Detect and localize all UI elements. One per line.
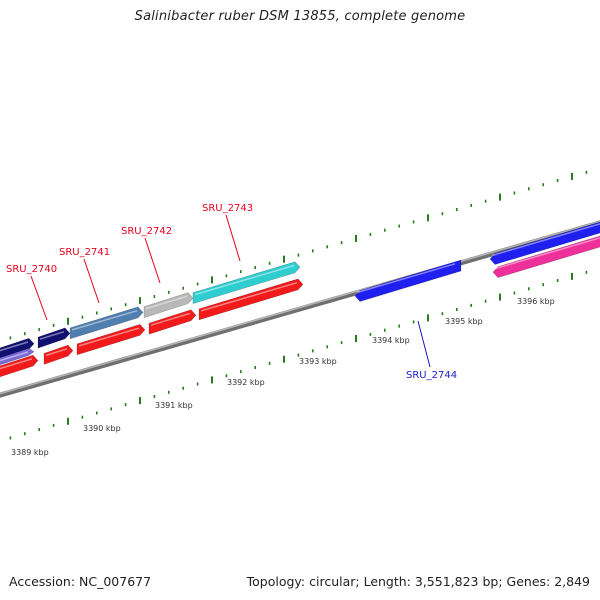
leader-sru-2741: [83, 258, 100, 304]
gene-label-sru-2744[interactable]: SRU_2744: [406, 370, 457, 381]
leader-sru-2740: [30, 275, 48, 321]
cds-bar-right-magenta[interactable]: [492, 234, 600, 278]
page-title: Salinibacter ruber DSM 13855, complete g…: [134, 9, 466, 24]
cds-bar-sru-2741-highlight: [78, 327, 140, 347]
cds-bar-right-magenta-highlight: [494, 237, 600, 270]
genome-backbone: [0, 220, 600, 398]
leader-sru-2743: [225, 214, 241, 262]
gene-bar-sru-2741-highlight: [71, 309, 138, 331]
gene-bar-violet[interactable]: [0, 347, 35, 367]
leader-sru-2742: [144, 237, 161, 284]
scale-label-3392: 3392 kbp: [227, 378, 265, 387]
gene-bar-sru-2740-highlight: [39, 330, 65, 340]
scale-label-3393: 3393 kbp: [299, 357, 337, 366]
gene-bar-left-edge-highlight: [0, 341, 29, 352]
scale-label-3396: 3396 kbp: [517, 297, 555, 306]
scale-label-3389: 3389 kbp: [11, 448, 49, 457]
cds-bar-left-highlight: [0, 358, 33, 370]
scale-label-3390: 3390 kbp: [83, 424, 121, 433]
gene-bar-sru-2740[interactable]: [37, 327, 71, 349]
gene-label-sru-2740[interactable]: SRU_2740: [6, 264, 57, 275]
gene-label-sru-2742[interactable]: SRU_2742: [121, 226, 172, 237]
gene-bar-sru-2741[interactable]: [69, 306, 144, 340]
genome-summary-text: Topology: circular; Length: 3,551,823 bp…: [246, 574, 590, 589]
gene-bar-violet-highlight: [0, 351, 29, 362]
gene-bar-sru-2744-highlight: [356, 263, 456, 294]
accession-text: Accession: NC_007677: [9, 574, 152, 589]
cds-bar-sru-2742-highlight: [150, 312, 191, 326]
cds-bar-sru-2740-highlight: [45, 348, 68, 357]
scale-label-3391: 3391 kbp: [155, 401, 193, 410]
gene-bar-sru-2743[interactable]: [192, 261, 301, 305]
gene-label-sru-2741[interactable]: SRU_2741: [59, 247, 110, 258]
gene-features: [0, 220, 600, 379]
gene-label-sru-2743[interactable]: SRU_2743: [202, 203, 253, 214]
cds-bar-sru-2741[interactable]: [76, 324, 146, 356]
cds-bar-left[interactable]: [0, 354, 39, 379]
cds-bar-sru-2743-highlight: [200, 281, 298, 312]
genome-backbone-highlight: [0, 220, 600, 395]
upper-tick-track: [9, 166, 600, 340]
cds-bar-sru-2743[interactable]: [198, 278, 304, 321]
cds-bar-sru-2740[interactable]: [43, 344, 74, 365]
scale-label-3394: 3394 kbp: [372, 336, 410, 345]
leader-sru-2744: [417, 320, 431, 368]
scale-label-3395: 3395 kbp: [445, 317, 483, 326]
gene-bar-right-blue-highlight: [491, 223, 600, 257]
lower-tick-track: [9, 266, 600, 440]
gene-bar-sru-2744[interactable]: [354, 259, 462, 302]
cds-bar-sru-2742[interactable]: [148, 309, 197, 335]
gene-bar-sru-2742[interactable]: [143, 292, 194, 319]
gene-bar-left-edge[interactable]: [0, 337, 35, 361]
gene-bar-sru-2743-highlight: [194, 264, 295, 296]
gene-bar-sru-2742-highlight: [145, 295, 188, 310]
gene-bar-right-blue[interactable]: [489, 220, 600, 265]
